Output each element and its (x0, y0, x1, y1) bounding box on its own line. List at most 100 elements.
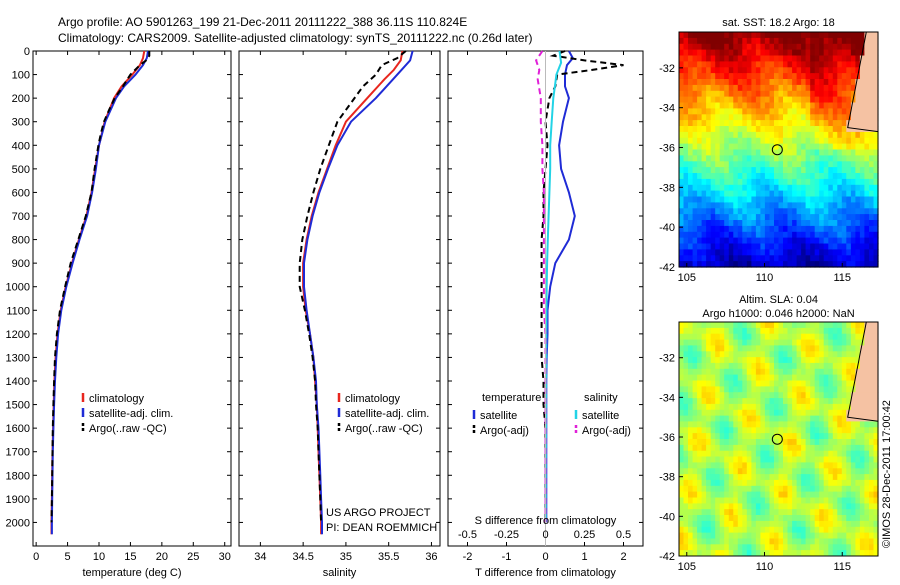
map-cell (733, 178, 739, 186)
map-cell (850, 55, 856, 62)
map-cell (728, 202, 734, 209)
map-cell (828, 433, 834, 440)
map-cell (846, 456, 852, 463)
map-cell (850, 509, 856, 516)
map-cell (810, 131, 816, 139)
map-cell (724, 208, 730, 215)
map-cell (742, 96, 748, 104)
map-cell (805, 208, 811, 215)
map-cell (828, 90, 834, 98)
map-cell (841, 474, 847, 481)
x-tick-label: 35.5 (378, 551, 399, 563)
map-cell (783, 456, 789, 463)
y-tick-label: 800 (12, 235, 30, 247)
map-cell (706, 368, 712, 376)
map-cell (823, 444, 829, 452)
map-cell (869, 357, 875, 364)
map-cell (769, 214, 775, 221)
map-cell (805, 333, 811, 341)
map-cell (814, 520, 820, 528)
map-cell (873, 149, 879, 156)
map-cell (810, 96, 816, 104)
map-cell (764, 202, 770, 209)
map-cell (819, 32, 825, 39)
map-cell (850, 43, 856, 51)
map-cell (774, 49, 780, 57)
map-cell (841, 485, 847, 493)
map-cell (719, 261, 725, 268)
map-cell (828, 474, 834, 481)
map-cell (728, 208, 734, 215)
map-cell (841, 403, 847, 411)
map-cell (810, 196, 816, 203)
map-cell (810, 137, 816, 145)
map-cell (742, 261, 748, 268)
map-cell (855, 237, 861, 245)
map-cell (774, 327, 780, 335)
map-cell (787, 196, 793, 203)
map-cell (710, 468, 716, 475)
map-cell (755, 515, 761, 522)
map-cell (719, 208, 725, 215)
map-cell (796, 450, 802, 458)
map-cell (742, 173, 748, 180)
map-cell (755, 49, 761, 57)
map-cell (814, 102, 820, 109)
map-cell (805, 398, 811, 405)
map-cell (805, 67, 811, 74)
map-cell (864, 415, 870, 422)
map-cell (764, 55, 770, 62)
map-cell (787, 126, 793, 133)
map-cell (837, 439, 843, 446)
map-cell (846, 474, 852, 481)
map-cell (869, 433, 875, 440)
map-cell (724, 322, 730, 329)
map-cell (746, 532, 752, 539)
map-cell (697, 32, 703, 39)
map-cell (814, 509, 820, 516)
map-cell (805, 368, 811, 376)
map-cell (778, 456, 784, 463)
map-cell (701, 49, 707, 57)
map-cell (810, 90, 816, 98)
map-cell (814, 386, 820, 393)
map-cell (828, 143, 834, 151)
map-cell (764, 237, 770, 245)
map-cell (864, 409, 870, 417)
map-cell (769, 409, 775, 417)
map-cell (774, 339, 780, 346)
map-cell (715, 243, 721, 250)
map-cell (774, 143, 780, 151)
map-cell (701, 532, 707, 539)
map-cell (697, 55, 703, 62)
map-cell (764, 485, 770, 493)
map-cell (764, 196, 770, 203)
map-cell (719, 444, 725, 452)
map-cell (869, 456, 875, 463)
map-cell (823, 368, 829, 376)
map-cell (805, 79, 811, 86)
map-cell (751, 474, 757, 481)
map-cell (701, 73, 707, 80)
map-cell (792, 532, 798, 539)
map-cell (828, 357, 834, 364)
map-cell (869, 255, 875, 262)
map-cell (760, 208, 766, 215)
map-cell (760, 49, 766, 57)
map-cell (746, 380, 752, 387)
map-cell (728, 108, 734, 115)
map-cell (837, 462, 843, 469)
map-cell (805, 108, 811, 115)
map-cell (760, 43, 766, 51)
map-cell (801, 37, 807, 45)
map-cell (801, 196, 807, 203)
map-cell (859, 380, 865, 387)
map-cell (688, 173, 694, 180)
map-cell (792, 544, 798, 551)
map-cell (783, 214, 789, 221)
map-cell (873, 479, 879, 487)
map-cell (737, 374, 743, 381)
map-cell (841, 120, 847, 127)
map-cell (846, 202, 852, 209)
map-cell (810, 415, 816, 422)
